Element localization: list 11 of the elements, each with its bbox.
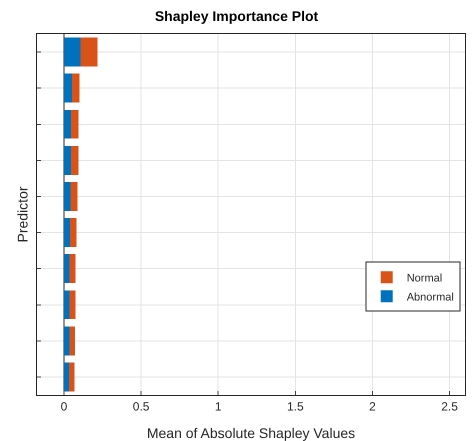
- y-axis-title: Predictor: [14, 186, 31, 243]
- x-tick-label: 0: [60, 399, 68, 414]
- x-tick-label: 0.5: [132, 399, 150, 414]
- chart-title: Shapley Importance Plot: [154, 8, 319, 24]
- x-tick-label: 1: [214, 399, 222, 414]
- x-tick-label: 2: [369, 399, 376, 414]
- x-tick-label: 1.5: [286, 399, 304, 414]
- x-axis-title: Mean of Absolute Shapley Values: [146, 425, 356, 441]
- legend-label: Abnormal: [406, 291, 454, 304]
- legend-label: Normal: [406, 272, 442, 284]
- x-tick-label: 2.5: [441, 399, 458, 414]
